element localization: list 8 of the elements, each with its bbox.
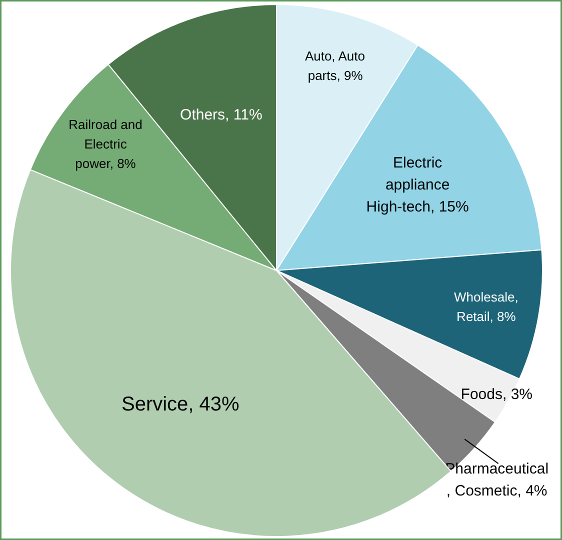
slice-label: Auto, Auto parts, 9% (304, 48, 365, 84)
slice-label: Electric appliance High-tech, 15% (366, 154, 469, 216)
slice-label: Pharmaceutical, Cosmetic, 4% (445, 460, 549, 500)
slice-label: Service, 43% (121, 394, 240, 416)
slice-label: Railroad and Electric power, 8% (68, 116, 142, 171)
slice-label: Foods, 3% (460, 386, 533, 404)
slice-label: Others, 11% (180, 106, 262, 124)
slice-label: Wholesale, Retail, 8% (454, 289, 518, 324)
